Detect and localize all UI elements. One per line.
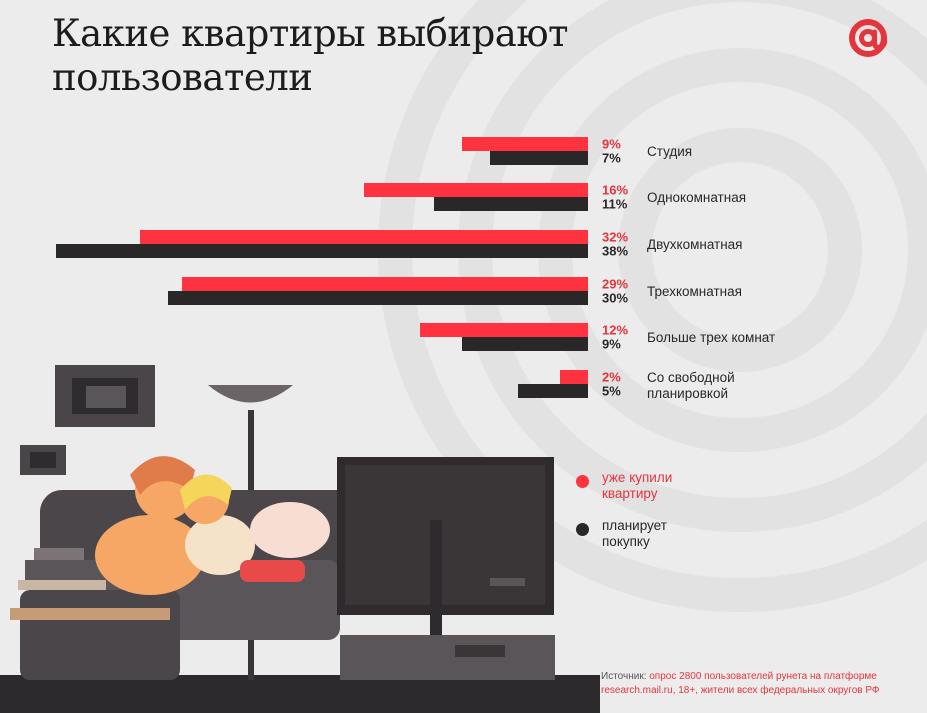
value-label: 9% xyxy=(602,337,621,352)
bar-planning xyxy=(518,384,588,398)
value-label: 32% xyxy=(602,230,628,245)
page-title: Какие квартиры выбирают пользователи xyxy=(52,12,569,99)
value-label: 38% xyxy=(602,244,628,259)
category-label: Студия xyxy=(647,144,692,159)
bar-planning xyxy=(490,151,588,165)
value-label: 2% xyxy=(602,370,621,385)
bar-bought xyxy=(420,323,588,337)
legend-item-planning: планирует покупку xyxy=(576,518,712,550)
category-label: планировкой xyxy=(647,386,728,401)
bar-bought xyxy=(462,137,588,151)
bar-planning xyxy=(462,337,588,351)
value-label: 5% xyxy=(602,384,621,399)
bar-bought xyxy=(560,370,588,384)
value-label: 7% xyxy=(602,151,621,166)
value-label: 16% xyxy=(602,183,628,198)
at-sign-icon xyxy=(849,19,888,57)
value-label: 9% xyxy=(602,137,621,152)
value-label: 29% xyxy=(602,277,628,292)
bar-planning xyxy=(168,291,588,305)
bar-planning xyxy=(434,197,588,211)
bar-bought xyxy=(182,277,588,291)
source-text: опрос 2800 пользователей рунета на платф… xyxy=(601,671,880,696)
legend-item-bought: уже купили квартиру xyxy=(576,470,712,502)
category-label: Больше трех комнат xyxy=(647,330,775,345)
value-label: 30% xyxy=(602,291,628,306)
category-label: Двухкомнатная xyxy=(647,237,743,252)
category-label: Трехкомнатная xyxy=(647,284,742,299)
bar-planning xyxy=(56,244,588,258)
legend-label: уже купили квартиру xyxy=(602,470,673,501)
legend-dot-red xyxy=(576,475,589,488)
source-note: Источник: опрос 2800 пользователей рунет… xyxy=(601,670,901,698)
value-label: 11% xyxy=(602,197,628,212)
legend-label: планирует покупку xyxy=(602,518,667,549)
bar-bought xyxy=(140,230,588,244)
bar-bought xyxy=(364,183,588,197)
category-label: Со свободной xyxy=(647,370,735,385)
value-label: 12% xyxy=(602,323,628,338)
category-label: Однокомнатная xyxy=(647,190,746,205)
source-prefix: Источник: xyxy=(601,671,647,682)
legend-dot-black xyxy=(576,523,589,536)
